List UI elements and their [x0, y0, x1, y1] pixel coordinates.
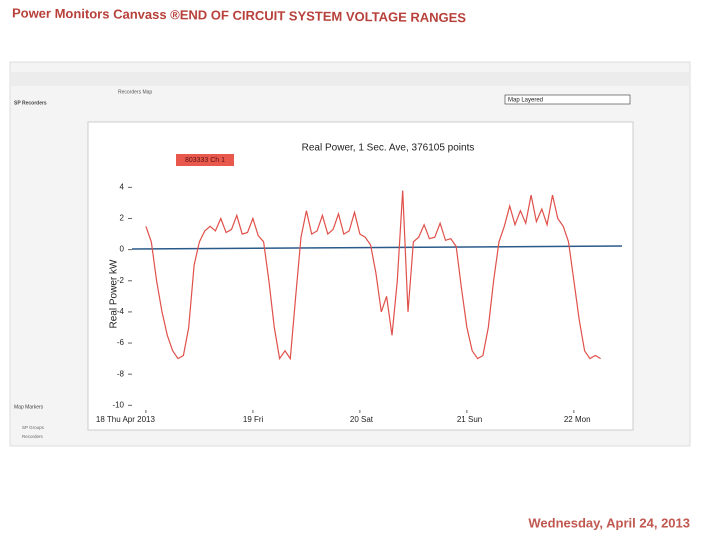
- marker: Recorders: [22, 434, 44, 439]
- map-layers: Map Layered: [508, 98, 543, 104]
- y-tick-label: -8: [117, 369, 125, 378]
- y-tick-label: 2: [120, 214, 125, 223]
- badge: [176, 154, 234, 166]
- badge-text: 803333 Ch 1: [185, 157, 225, 164]
- y-tick-label: -6: [117, 338, 125, 347]
- x-tick-label: 19 Fri: [243, 415, 264, 424]
- baseline: [131, 245, 623, 250]
- y-tick-label: 0: [120, 245, 125, 254]
- footer-date: Wednesday, April 24, 2013: [528, 515, 690, 530]
- header-title: Power Monitors Canvass ®END OF CIRCUIT S…: [12, 5, 467, 25]
- y-tick-label: -2: [117, 276, 125, 285]
- series-line: [145, 190, 601, 361]
- x-tick-label: 20 Sat: [350, 415, 374, 424]
- x-tick-label: 22 Mon: [564, 415, 591, 424]
- marker: SP Groups: [22, 425, 45, 430]
- map-title: Recorders Map: [118, 89, 152, 95]
- layers-box[interactable]: [504, 94, 631, 105]
- chart-panel: [87, 121, 634, 431]
- x-tick-label: 18 Thu Apr 2013: [96, 415, 156, 424]
- y-tick-label: 4: [120, 182, 125, 191]
- y-tick-label: -10: [112, 400, 124, 409]
- y-axis-label: Real Power kW: [109, 259, 120, 328]
- sidebar-title: SP Recorders: [14, 100, 47, 106]
- y-tick-label: -4: [117, 307, 125, 316]
- chart-title: Real Power, 1 Sec. Ave, 376105 points: [302, 143, 475, 154]
- markers-title: Map Markers: [14, 404, 44, 410]
- x-tick-label: 21 Sun: [457, 415, 482, 424]
- toolbar: [10, 72, 690, 86]
